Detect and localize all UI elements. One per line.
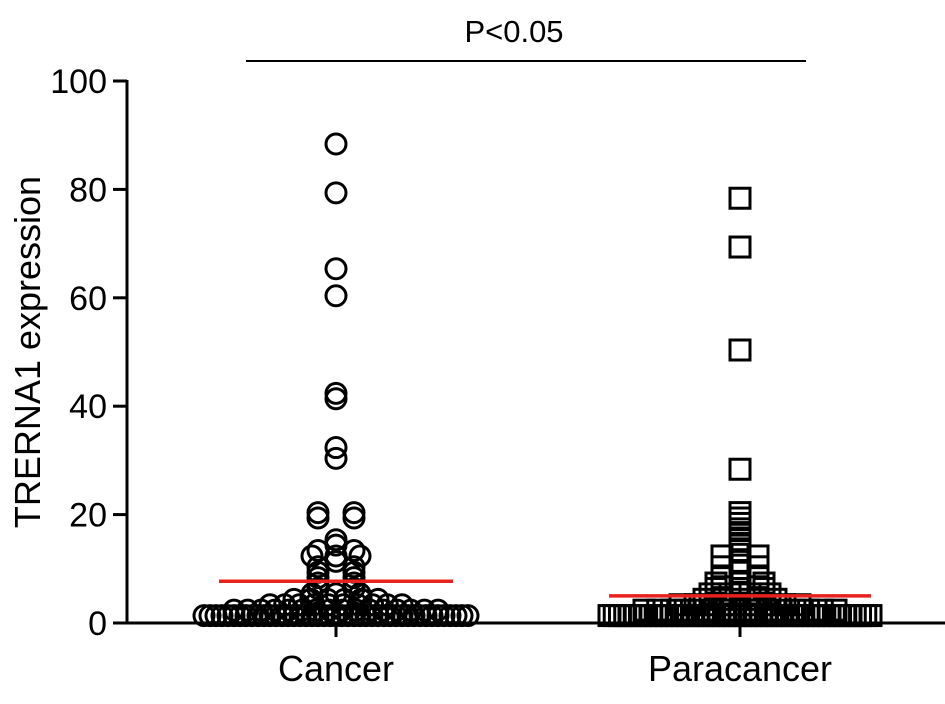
data-point-cancer: [342, 501, 366, 525]
data-point-cancer: [390, 593, 414, 617]
data-point-cancer: [324, 257, 348, 281]
data-point-cancer: [192, 604, 216, 628]
significance-annotation: P<0.05: [246, 14, 806, 62]
y-tick-label: 0: [88, 605, 107, 643]
mean-lines: [219, 579, 871, 598]
data-point-cancer: [456, 604, 480, 628]
data-point-cancer: [236, 598, 260, 622]
data-point-paracancer: [810, 598, 834, 622]
data-point-paracancer: [859, 604, 883, 628]
y-axis-label: TRERNA1 expression: [7, 176, 48, 528]
data-point-cancer: [324, 381, 348, 405]
data-point-paracancer: [728, 338, 752, 362]
data-point-paracancer: [752, 571, 776, 595]
data-point-paracancer: [632, 598, 656, 622]
data-point-cancer: [324, 446, 348, 470]
data-points: [192, 132, 883, 628]
data-point-cancer: [300, 544, 324, 568]
data-point-paracancer: [824, 598, 848, 622]
data-point-cancer: [450, 604, 474, 628]
data-point-cancer: [412, 598, 436, 622]
data-point-cancer: [258, 593, 282, 617]
data-point-cancer: [324, 436, 348, 460]
data-point-cancer: [324, 528, 348, 552]
data-point-cancer: [438, 604, 462, 628]
data-point-paracancer: [646, 598, 670, 622]
y-tick-label: 40: [69, 388, 107, 426]
data-point-cancer: [324, 181, 348, 205]
x-tick-label: Cancer: [278, 648, 394, 689]
y-tick-label: 100: [50, 63, 107, 101]
data-point-cancer: [210, 604, 234, 628]
data-point-cancer: [306, 501, 330, 525]
y-tick-label: 60: [69, 280, 107, 318]
data-point-cancer: [198, 604, 222, 628]
data-point-paracancer: [728, 501, 752, 525]
y-tick-label: 20: [69, 497, 107, 535]
significance-label: P<0.05: [464, 14, 563, 49]
data-point-cancer: [324, 284, 348, 308]
x-axis: Cancer Paracancer: [127, 621, 945, 689]
data-point-paracancer: [728, 457, 752, 481]
data-point-cancer: [426, 598, 450, 622]
data-point-paracancer: [728, 186, 752, 210]
data-point-paracancer: [704, 571, 728, 595]
data-point-paracancer: [728, 235, 752, 259]
data-point-cancer: [324, 132, 348, 156]
data-point-cancer: [222, 598, 246, 622]
x-tick-label: Paracancer: [648, 648, 832, 689]
y-axis: 0 20 40 60 80 100: [50, 63, 129, 643]
y-tick-label: 80: [69, 171, 107, 209]
data-point-cancer: [348, 544, 372, 568]
